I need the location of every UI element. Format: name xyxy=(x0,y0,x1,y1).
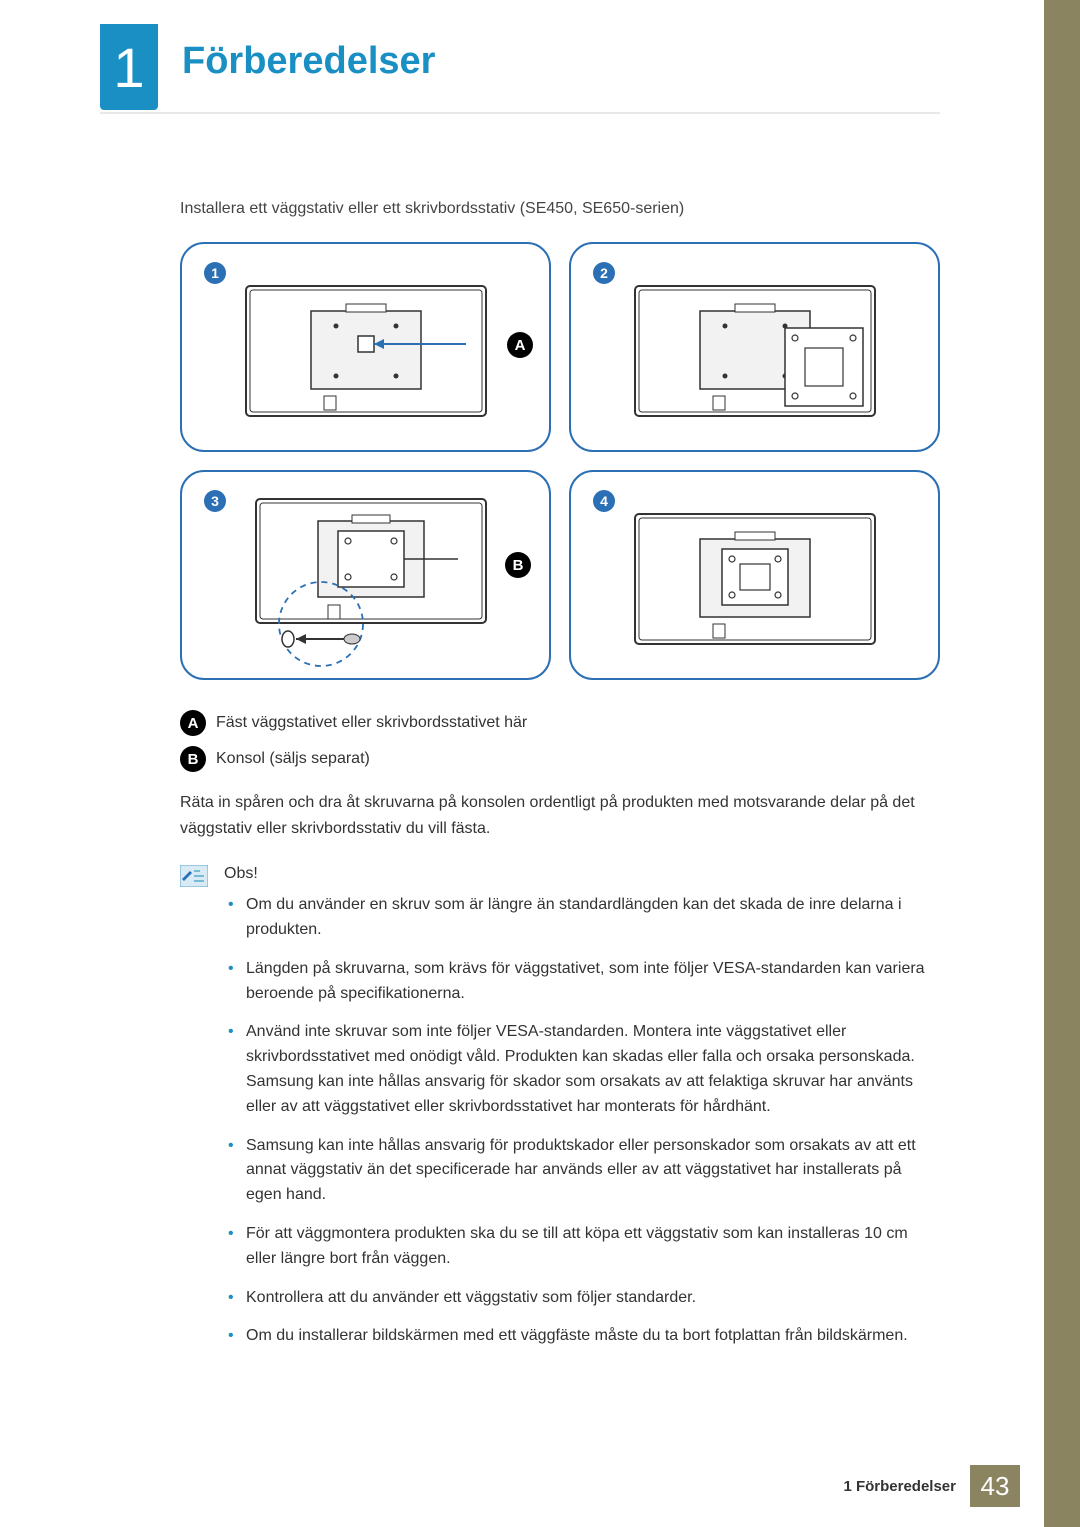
chapter-number-tab: 1 xyxy=(100,24,158,110)
step-badge-4: 4 xyxy=(593,490,615,512)
diagram-grid: 1 A 2 xyxy=(180,242,940,680)
note-item: Kontrollera att du använder ett väggstat… xyxy=(224,1286,940,1311)
legend-badge-b: B xyxy=(180,746,206,772)
letter-badge-b-diagram: B xyxy=(505,552,531,578)
step-badge-1: 1 xyxy=(204,262,226,284)
footer-text: 1 Förberedelser xyxy=(843,1478,956,1495)
right-accent-strip xyxy=(1044,0,1080,1527)
legend-row-a: A Fäst väggstativet eller skrivbordsstat… xyxy=(180,710,940,736)
note-list: Om du använder en skruv som är längre än… xyxy=(224,893,940,1349)
step-badge-3: 3 xyxy=(204,490,226,512)
note-item: Om du installerar bildskärmen med ett vä… xyxy=(224,1324,940,1349)
monitor-illustration-4 xyxy=(625,504,885,654)
diagram-step-3: 3 xyxy=(180,470,551,680)
monitor-illustration-1 xyxy=(236,276,496,426)
note-block: Obs! Om du använder en skruv som är läng… xyxy=(180,865,940,1363)
chapter-title: Förberedelser xyxy=(182,40,435,83)
page-content: Installera ett väggstativ eller ett skri… xyxy=(180,200,940,1363)
note-body: Obs! Om du använder en skruv som är läng… xyxy=(224,865,940,1363)
chapter-number: 1 xyxy=(113,35,144,100)
legend-row-b: B Konsol (säljs separat) xyxy=(180,746,940,772)
page-footer: 1 Förberedelser 43 xyxy=(843,1465,1020,1507)
note-item: Använd inte skruvar som inte följer VESA… xyxy=(224,1020,940,1119)
legend-badge-a: A xyxy=(180,710,206,736)
note-item: För att väggmontera produkten ska du se … xyxy=(224,1222,940,1272)
footer-page-number: 43 xyxy=(970,1465,1020,1507)
note-title: Obs! xyxy=(224,865,940,883)
legend-text-b: Konsol (säljs separat) xyxy=(216,750,370,768)
title-underline xyxy=(100,112,940,114)
intro-text: Installera ett väggstativ eller ett skri… xyxy=(180,200,940,218)
legend-text-a: Fäst väggstativet eller skrivbordsstativ… xyxy=(216,714,527,732)
note-item: Samsung kan inte hållas ansvarig för pro… xyxy=(224,1134,940,1208)
monitor-illustration-2 xyxy=(625,276,885,426)
diagram-step-2: 2 xyxy=(569,242,940,452)
diagram-step-4: 4 xyxy=(569,470,940,680)
body-paragraph: Räta in spåren och dra åt skruvarna på k… xyxy=(180,790,940,841)
note-icon xyxy=(180,865,208,887)
diagram-step-1: 1 A xyxy=(180,242,551,452)
note-item: Om du använder en skruv som är längre än… xyxy=(224,893,940,943)
monitor-illustration-3 xyxy=(226,489,506,669)
letter-badge-a-diagram: A xyxy=(507,332,533,358)
step-badge-2: 2 xyxy=(593,262,615,284)
note-item: Längden på skruvarna, som krävs för vägg… xyxy=(224,957,940,1007)
